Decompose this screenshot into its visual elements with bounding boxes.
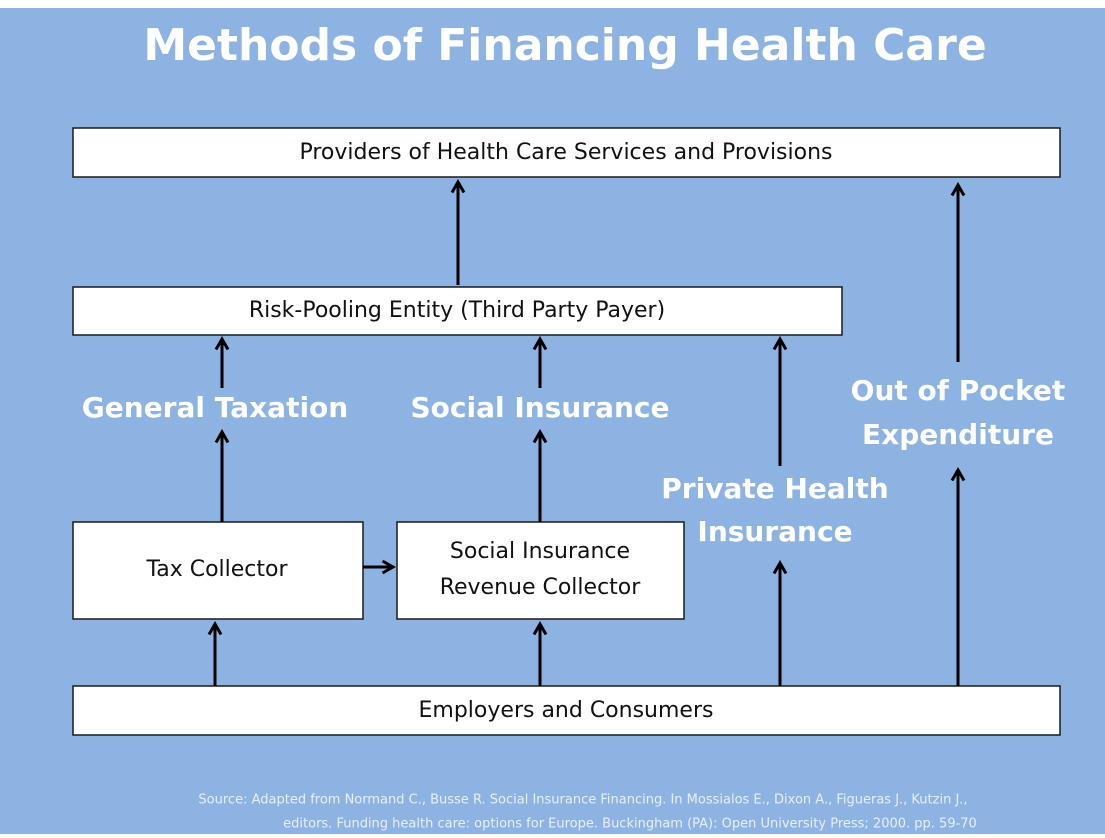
node-label: Social Insurance	[450, 539, 630, 564]
node-box	[396, 521, 685, 620]
flow-label: Out of Pocket	[851, 374, 1066, 407]
node-box	[72, 127, 1061, 178]
node-label: Tax Collector	[145, 557, 288, 582]
flow-label: Expenditure	[862, 418, 1054, 451]
source-line: editors. Funding health care: options fo…	[283, 817, 977, 832]
top-strip	[0, 0, 1105, 8]
arrows	[207, 178, 966, 686]
node-label: Employers and Consumers	[419, 698, 714, 723]
flow-label: Insurance	[697, 515, 852, 548]
title: Methods of Financing Health Care	[143, 20, 986, 71]
source-line: Source: Adapted from Normand C., Busse R…	[198, 793, 967, 808]
node-box	[72, 685, 1061, 736]
flow-label: Private Health	[661, 472, 888, 505]
node-label: Revenue Collector	[440, 575, 642, 600]
flow-label: General Taxation	[82, 391, 348, 424]
flow-label: Social Insurance	[410, 391, 669, 424]
node-box	[72, 521, 364, 620]
node-label: Risk-Pooling Entity (Third Party Payer)	[249, 298, 665, 323]
node-label: Providers of Health Care Services and Pr…	[299, 140, 832, 165]
node-box	[72, 286, 843, 336]
